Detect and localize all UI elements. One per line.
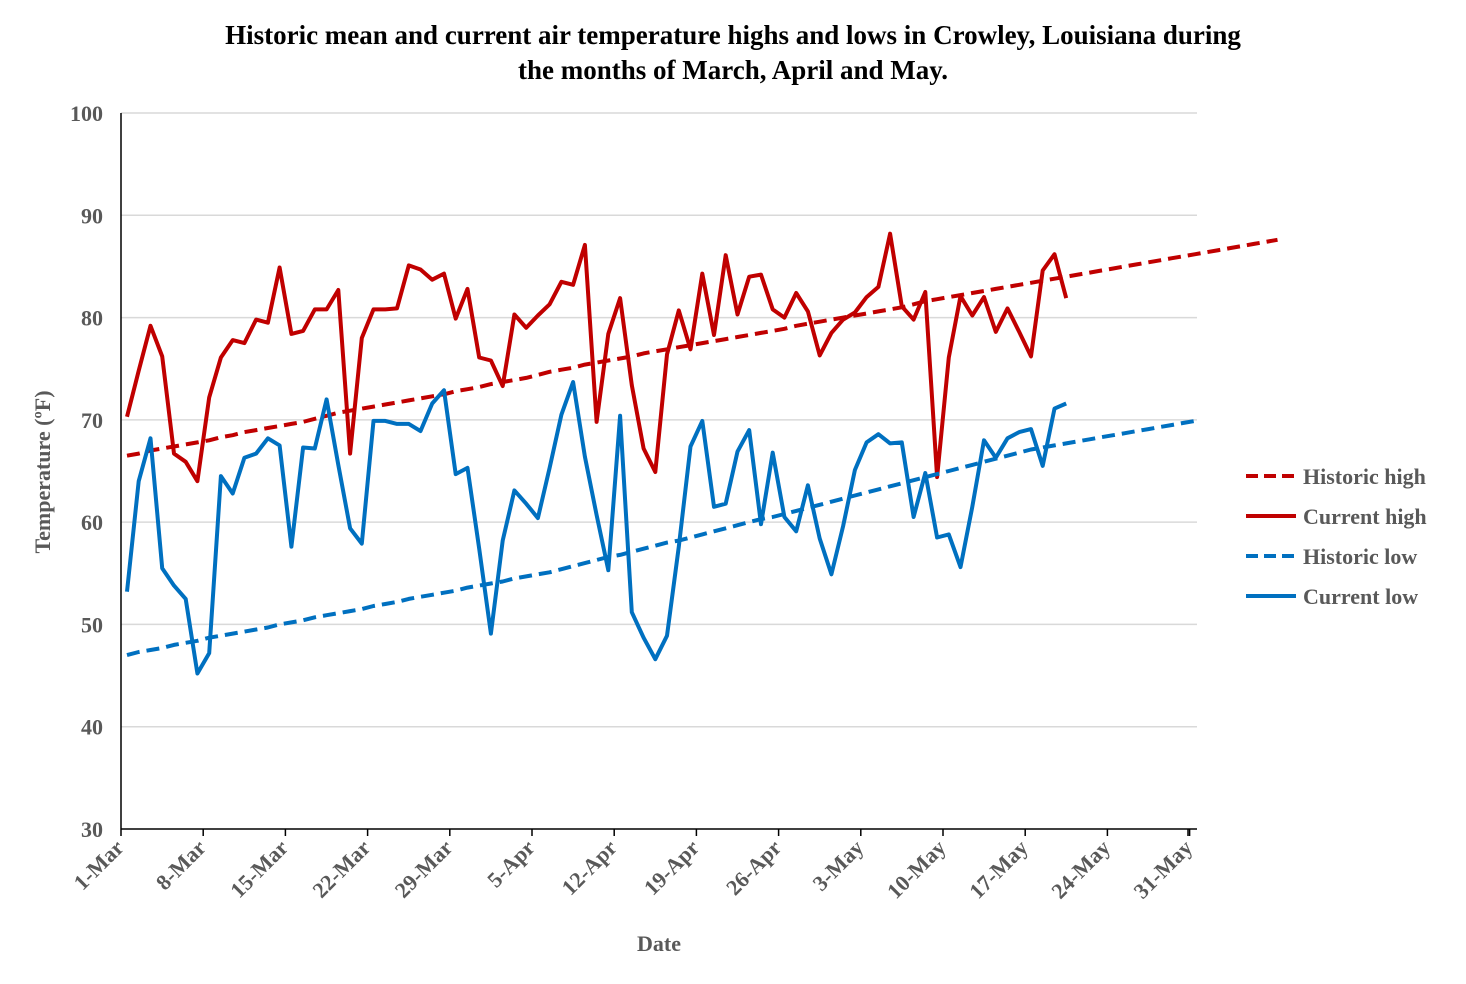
x-tick-label: 12-Apr xyxy=(557,835,622,900)
chart-title-line-2: the months of March, April and May. xyxy=(518,55,948,85)
x-tick-label: 8-Mar xyxy=(151,835,211,895)
y-tick-label: 60 xyxy=(81,510,103,535)
legend: Historic high Current high Historic low Cur… xyxy=(1246,464,1427,609)
x-tick-label: 10-May xyxy=(882,835,951,904)
x-tick-label: 5-Apr xyxy=(482,835,540,893)
y-tick-labels: 30 40 50 60 70 80 90 100 xyxy=(70,101,103,842)
x-tick-label: 17-May xyxy=(964,835,1033,904)
y-tick-label: 80 xyxy=(81,306,103,331)
series-line-historic-high xyxy=(126,237,1278,458)
axes xyxy=(120,113,1197,836)
y-tick-label: 70 xyxy=(81,408,103,433)
y-tick-label: 30 xyxy=(81,817,103,842)
x-tick-label: 29-Mar xyxy=(390,835,458,903)
x-tick-label: 3-May xyxy=(807,835,868,896)
y-tick-label: 100 xyxy=(70,101,103,126)
y-tick-label: 50 xyxy=(81,612,103,637)
y-axis-title: Temperature (ºF) xyxy=(30,390,55,553)
y-tick-label: 90 xyxy=(81,203,103,228)
series-line-current-high xyxy=(125,231,1069,484)
series-lines xyxy=(125,231,1278,676)
legend-label: Historic low xyxy=(1303,544,1417,569)
gridlines xyxy=(121,112,1197,728)
chart-title-line-1: Historic mean and current air temperatur… xyxy=(225,20,1241,50)
series-line-current-low xyxy=(125,380,1067,676)
x-tick-label: 1-Mar xyxy=(69,835,129,895)
x-tick-label: 15-Mar xyxy=(225,835,293,903)
y-tick-label: 40 xyxy=(81,715,103,740)
x-tick-label: 31-May xyxy=(1128,835,1197,904)
x-tick-labels: 1-Mar 8-Mar 15-Mar 22-Mar 29-Mar 5-Apr 12-Apr 1… xyxy=(69,835,1198,904)
x-tick-label: 24-May xyxy=(1046,835,1115,904)
x-tick-label: 26-Apr xyxy=(721,835,786,900)
x-tick-label: 22-Mar xyxy=(307,835,375,903)
legend-label: Current low xyxy=(1303,584,1418,609)
x-axis-title: Date xyxy=(637,931,681,956)
series-line-historic-low xyxy=(126,418,1196,658)
legend-label: Historic high xyxy=(1303,464,1426,489)
legend-label: Current high xyxy=(1303,504,1427,529)
x-tick-label: 19-Apr xyxy=(639,835,704,900)
